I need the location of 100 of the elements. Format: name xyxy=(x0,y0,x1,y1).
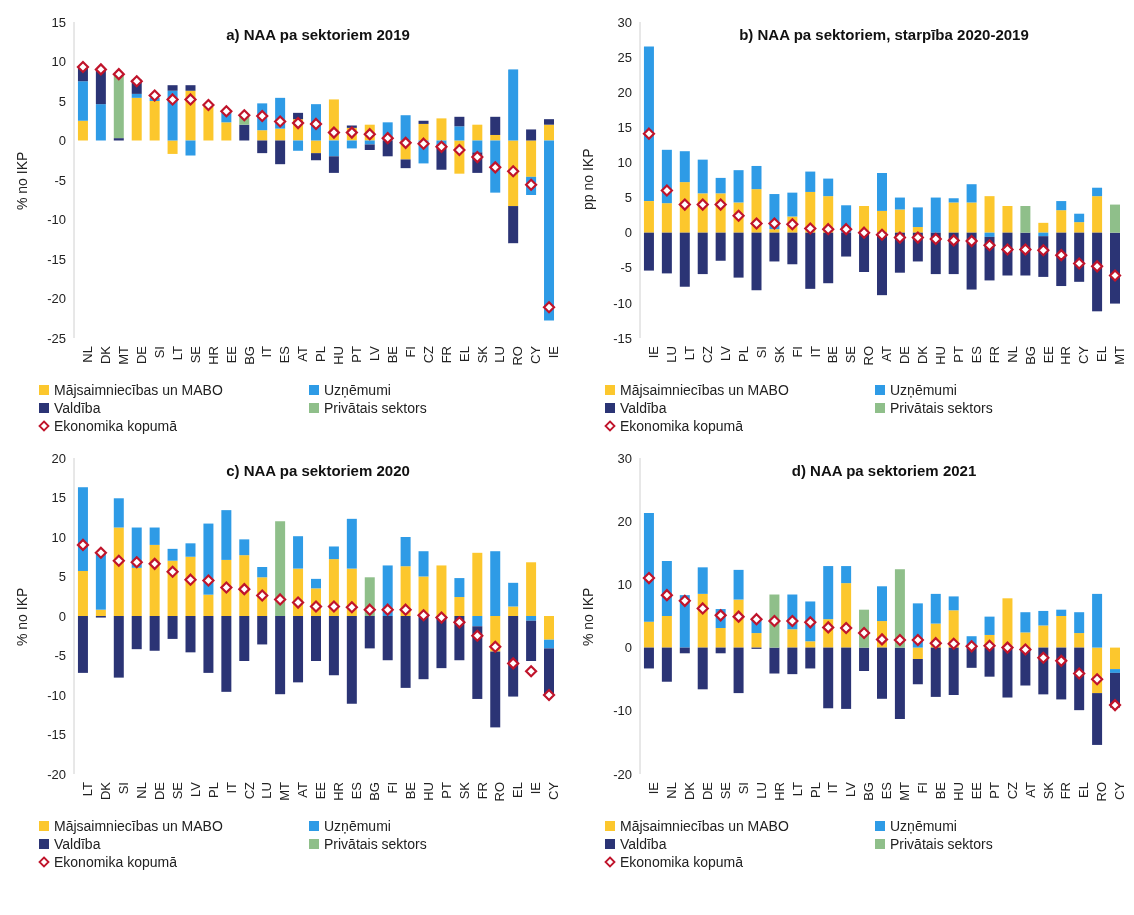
bar xyxy=(823,566,834,620)
y-tick-label: -10 xyxy=(613,703,632,719)
point xyxy=(893,231,907,244)
bar xyxy=(643,512,654,622)
bar xyxy=(661,232,672,274)
point xyxy=(148,557,161,570)
y-axis-title: pp no IKP xyxy=(579,148,596,210)
point xyxy=(696,602,709,615)
x-tick-label: DK xyxy=(98,345,114,365)
point xyxy=(929,232,942,246)
x-tick-label: DE xyxy=(151,781,167,801)
point xyxy=(381,132,394,145)
y-tick-label: -10 xyxy=(47,687,66,703)
x-tick-label: ES xyxy=(277,345,293,364)
legend-label: Valdība xyxy=(54,400,101,416)
bar xyxy=(95,552,106,610)
x-tick-label: IT xyxy=(259,345,275,358)
x-tick-label: FR xyxy=(438,346,454,364)
bar xyxy=(544,648,555,696)
bar xyxy=(167,140,178,154)
x-tick-label: SI xyxy=(151,346,167,359)
y-tick-label: 30 xyxy=(617,14,632,30)
x-tick-label: IE xyxy=(646,781,662,795)
chart-title: b) NAA pa sektoriem, starpība 2020-2019 xyxy=(738,26,1030,43)
y-tick-label: 10 xyxy=(51,529,66,545)
x-tick-label: CZ xyxy=(699,345,715,364)
bar xyxy=(418,120,429,124)
point xyxy=(1073,667,1086,680)
bar xyxy=(1074,633,1085,648)
bar xyxy=(364,616,375,649)
point xyxy=(642,571,656,585)
point xyxy=(911,231,924,244)
x-tick-label: SE xyxy=(169,781,185,800)
x-tick-label: IE xyxy=(546,345,562,359)
point xyxy=(1055,654,1068,667)
point xyxy=(76,538,90,551)
y-tick-label: 15 xyxy=(51,490,66,506)
bar xyxy=(472,552,483,616)
bar xyxy=(364,144,375,150)
bar xyxy=(203,594,214,616)
bar xyxy=(526,562,537,616)
bar xyxy=(77,570,88,616)
y-tick-label: 15 xyxy=(617,119,632,135)
bar xyxy=(77,81,88,121)
point xyxy=(435,611,448,624)
bar xyxy=(751,633,762,648)
x-tick-label: CZ xyxy=(241,781,257,800)
bar xyxy=(472,124,483,141)
bar xyxy=(113,498,124,528)
y-tick-label: 5 xyxy=(58,569,66,585)
point xyxy=(489,640,502,653)
x-tick-label: EL xyxy=(1094,346,1110,362)
bar xyxy=(113,616,124,678)
point xyxy=(947,637,960,650)
point xyxy=(166,93,179,106)
point xyxy=(489,161,502,174)
bar xyxy=(715,232,726,261)
point xyxy=(1055,249,1068,262)
x-tick-label: FI xyxy=(402,346,418,358)
bar xyxy=(310,616,321,662)
bar xyxy=(787,232,798,265)
point xyxy=(112,554,125,567)
x-tick-label: DE xyxy=(133,345,149,365)
bar xyxy=(966,184,977,203)
x-tick-label: BE xyxy=(402,781,418,800)
bar xyxy=(948,596,959,611)
legend-label: Privātais sektors xyxy=(890,400,993,416)
x-tick-label: HU xyxy=(420,782,436,801)
bar xyxy=(912,227,923,233)
y-tick-label: 20 xyxy=(51,450,66,466)
y-tick-label: -20 xyxy=(47,766,66,782)
bar xyxy=(1038,222,1049,233)
point xyxy=(220,105,233,118)
point xyxy=(363,603,376,616)
bar xyxy=(239,616,250,662)
x-tick-label: IE xyxy=(528,781,544,795)
bar xyxy=(661,647,672,682)
x-tick-label: EL xyxy=(456,346,472,362)
bar xyxy=(95,609,106,616)
x-tick-label: CZ xyxy=(1004,781,1020,800)
bar xyxy=(293,140,304,151)
bar xyxy=(769,647,780,674)
x-tick-label: RO xyxy=(510,346,526,366)
bar xyxy=(400,159,411,169)
x-tick-label: MT xyxy=(116,345,132,365)
point xyxy=(202,574,215,587)
x-tick-label: CY xyxy=(1076,345,1092,365)
point xyxy=(238,109,251,122)
bar xyxy=(679,151,690,183)
y-tick-label: -5 xyxy=(620,260,632,276)
bar xyxy=(490,134,501,141)
y-tick-label: 20 xyxy=(617,84,632,100)
bar xyxy=(185,616,196,653)
bar xyxy=(823,178,834,197)
point xyxy=(76,60,90,74)
x-tick-label: PL xyxy=(313,346,329,362)
bar xyxy=(508,206,519,244)
bar xyxy=(257,616,268,645)
point xyxy=(148,89,161,102)
bar xyxy=(697,647,708,690)
